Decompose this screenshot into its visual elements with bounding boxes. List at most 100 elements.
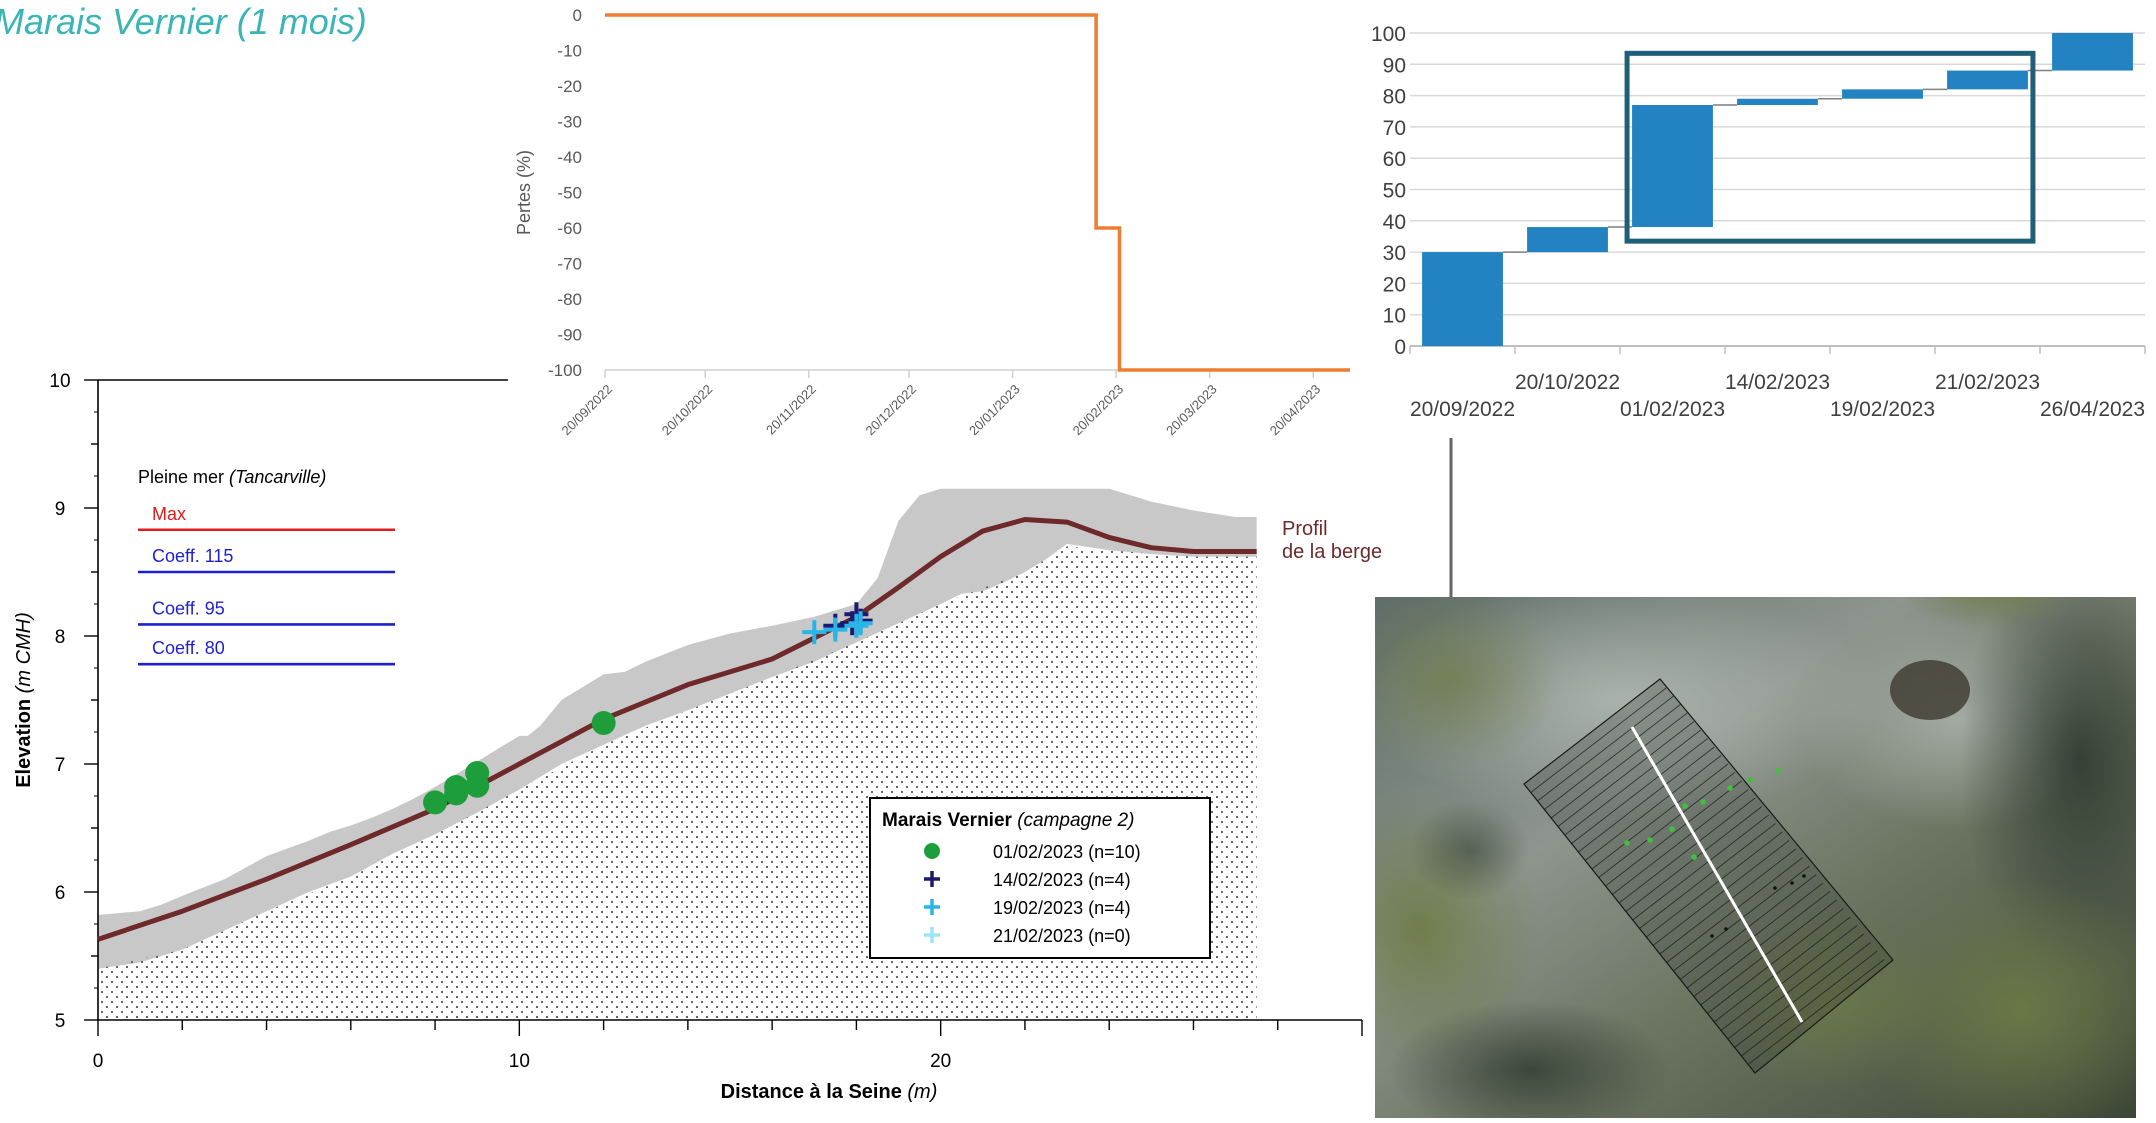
legend-item-label: 21/02/2023 (n=0) xyxy=(993,926,1131,946)
page-title: Marais Vernier (1 mois) xyxy=(0,1,367,42)
photo-grid-line xyxy=(1686,882,1824,989)
photo-transect-line xyxy=(1630,726,1804,1023)
photo-grid-line xyxy=(1747,959,1885,1065)
photo-grid-line xyxy=(1646,831,1783,938)
tide-level-label: Max xyxy=(152,504,186,524)
pertes-x-tick-label: 20/09/2022 xyxy=(558,382,615,439)
waterfall-chart: 0 10 20 30 40 50 60 70 80 90 100 20/09/202220/10/20… xyxy=(1371,23,2146,421)
profil-point-circle xyxy=(465,760,490,785)
pertes-chart: 0 -10 -20 -30 -40 -50 -60 -70 -80 -90 -100 20/09/20… xyxy=(514,6,1350,438)
waterfall-bar xyxy=(1842,89,1923,99)
waterfall-bar xyxy=(1632,104,1713,228)
photo-grid-line xyxy=(1741,950,1878,1057)
tide-level-label: Coeff. 115 xyxy=(152,546,233,566)
pertes-series-line xyxy=(605,13,1350,372)
profil-y-axis-label: Elevation (m CMH) xyxy=(13,612,35,788)
pertes-y-tick-label: -70 xyxy=(557,255,582,274)
photo-green-point xyxy=(1647,837,1653,843)
photo-grid-line xyxy=(1639,823,1776,929)
waterfall-y-tick-label: 90 xyxy=(1383,54,1406,77)
photo-grid-line xyxy=(1564,729,1702,836)
pertes-x-tick-label: 20/02/2023 xyxy=(1070,382,1127,439)
profil-x-axis-unit: (m) xyxy=(907,1081,937,1103)
profil-y-tick-label: 10 xyxy=(49,371,70,392)
photo-grid-line xyxy=(1707,908,1844,1014)
profil-label-line2: de la berge xyxy=(1282,541,1382,563)
photo-grid-line xyxy=(1659,848,1797,955)
photo-green-point xyxy=(1682,803,1688,809)
pertes-x-tick-label: 20/01/2023 xyxy=(966,382,1023,439)
waterfall-bar xyxy=(1527,227,1608,253)
photo-grid-line xyxy=(1537,695,1674,802)
waterfall-x-tick-label: 26/04/2023 xyxy=(2040,398,2145,421)
photo-grid-line xyxy=(1693,891,1831,997)
legend-title-sub: (campagne 2) xyxy=(1017,810,1134,831)
pertes-y-tick-label: -30 xyxy=(557,113,582,132)
legend-item-label: 14/02/2023 (n=4) xyxy=(993,870,1131,890)
legend-marker-circle xyxy=(924,843,940,859)
profil-point-circle xyxy=(444,775,469,800)
tide-heading-sub: (Tancarville) xyxy=(229,467,326,487)
profil-point-circle xyxy=(591,711,616,736)
pertes-x-tick-label: 20/04/2023 xyxy=(1267,382,1324,439)
profil-berge-line xyxy=(97,517,1257,942)
profil-envelope-band xyxy=(98,488,1257,969)
waterfall-highlight-box xyxy=(1624,50,2036,244)
photo-green-point xyxy=(1747,777,1753,783)
waterfall-x-tick-label: 21/02/2023 xyxy=(1935,371,2040,394)
photo-grid-frame xyxy=(1523,678,1894,1074)
photo-grid-line xyxy=(1605,780,1742,887)
waterfall-y-tick-label: 100 xyxy=(1371,23,1406,46)
profil-x-axis-label-text: Distance à la Seine xyxy=(721,1081,908,1103)
pertes-y-tick-label: -40 xyxy=(557,148,582,167)
pertes-y-tick-label: -60 xyxy=(557,219,582,238)
waterfall-y-tick-label: 30 xyxy=(1383,242,1406,265)
aerial-photo xyxy=(1375,597,2136,1118)
photo-grid-line xyxy=(1571,738,1708,844)
photo-grid-line xyxy=(1618,797,1756,904)
pertes-y-tick-label: 0 xyxy=(573,6,582,25)
tide-level-label: Coeff. 80 xyxy=(152,638,225,658)
profil-x-tick-label: 10 xyxy=(509,1051,530,1072)
photo-dark-point xyxy=(1724,927,1728,931)
pertes-x-tick-label: 20/11/2022 xyxy=(763,382,819,438)
photo-green-point xyxy=(1775,768,1781,774)
profil-y-tick-label: 6 xyxy=(55,883,66,904)
photo-grid-line xyxy=(1578,746,1715,853)
pertes-y-tick-label: -50 xyxy=(557,184,582,203)
profil-x-tick-label: 0 xyxy=(93,1051,104,1072)
legend-item-label: 01/02/2023 (n=10) xyxy=(993,842,1141,862)
photo-grid-line xyxy=(1544,704,1681,810)
waterfall-y-tick-label: 0 xyxy=(1394,336,1406,359)
waterfall-bar xyxy=(1422,252,1503,346)
photo-grid-line xyxy=(1652,840,1790,946)
waterfall-y-tick-label: 20 xyxy=(1383,273,1406,296)
profil-y-axis-unit: (m CMH) xyxy=(13,612,35,693)
photo-grid-line xyxy=(1584,755,1722,861)
waterfall-x-tick-label: 01/02/2023 xyxy=(1620,398,1725,421)
pertes-x-tick-label: 20/10/2022 xyxy=(659,382,716,439)
photo-grid-line xyxy=(1591,763,1729,870)
photo-green-point xyxy=(1727,785,1733,791)
photo-dark-point xyxy=(1790,881,1794,885)
waterfall-y-tick-label: 40 xyxy=(1383,211,1406,234)
waterfall-y-tick-label: 60 xyxy=(1383,148,1406,171)
waterfall-bar xyxy=(2052,33,2133,71)
waterfall-x-tick-label: 20/09/2022 xyxy=(1410,398,1515,421)
profil-y-tick-label: 5 xyxy=(55,1011,66,1032)
photo-grid-line xyxy=(1720,925,1858,1031)
profil-label-line1: Profil xyxy=(1282,518,1328,540)
photo-green-point xyxy=(1700,799,1706,805)
waterfall-x-tick-label: 20/10/2022 xyxy=(1515,371,1620,394)
pertes-y-tick-label: -20 xyxy=(557,77,582,96)
photo-green-point xyxy=(1669,826,1675,832)
pertes-x-tick-label: 20/03/2023 xyxy=(1163,382,1220,439)
waterfall-x-tick-label: 19/02/2023 xyxy=(1830,398,1935,421)
legend-item-label: 19/02/2023 (n=4) xyxy=(993,898,1131,918)
waterfall-bar xyxy=(1947,70,2028,90)
photo-dark-point xyxy=(1773,886,1777,890)
waterfall-y-tick-label: 10 xyxy=(1383,305,1406,328)
waterfall-bar xyxy=(1737,98,1818,105)
profil-y-tick-label: 7 xyxy=(55,755,66,776)
